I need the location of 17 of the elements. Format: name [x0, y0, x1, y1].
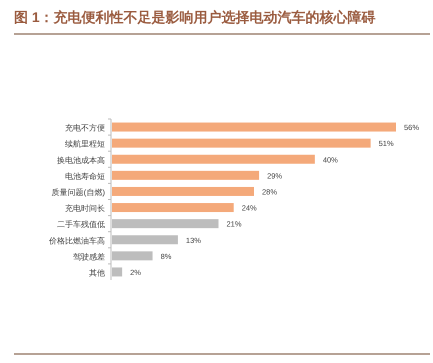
bar [112, 186, 254, 196]
bar [112, 170, 260, 180]
y-tick-label: 充电时间长 [65, 204, 105, 214]
y-tick-label: 充电不方便 [65, 124, 105, 133]
y-tick-label: 换电池成本高 [57, 156, 105, 165]
y-tick-label: 质量问题(自燃) [52, 188, 106, 197]
y-tick-label: 电池寿命短 [65, 172, 105, 181]
y-tick-label: 续航里程短 [65, 140, 105, 149]
bar [112, 203, 234, 212]
bar [112, 138, 371, 148]
y-tick-label: 其他 [89, 268, 105, 278]
bar [112, 122, 396, 132]
chart-title: 图 1：充电便利性不足是影响用户选择电动汽车的核心障碍 [14, 9, 376, 25]
y-tick-label: 价格比燃油车高 [48, 236, 105, 246]
y-tick-label: 驾驶感差 [73, 252, 105, 262]
y-tick-label: 二手车残值低 [57, 220, 105, 230]
bar [112, 154, 315, 164]
